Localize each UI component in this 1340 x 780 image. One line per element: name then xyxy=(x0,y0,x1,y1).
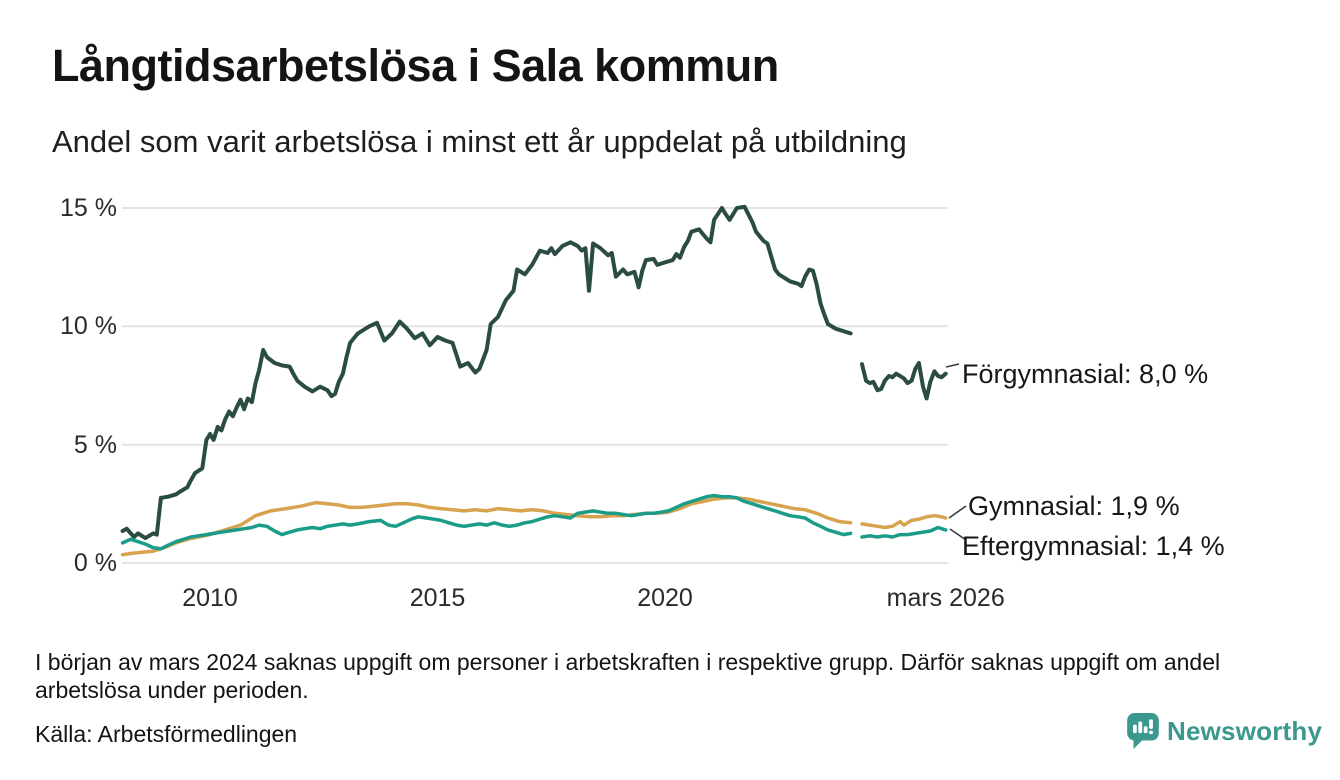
series-line-förgymnasial xyxy=(120,204,948,541)
series-label-forgymnasial: Förgymnasial: 8,0 % xyxy=(962,359,1209,389)
y-axis-tick-label: 0 % xyxy=(73,549,117,577)
x-axis-tick-label: mars 2026 xyxy=(886,584,1005,612)
label-connector xyxy=(945,363,960,368)
x-axis-tick-label: 2010 xyxy=(182,584,238,612)
newsworthy-icon xyxy=(1127,713,1159,749)
y-axis-tick-label: 10 % xyxy=(60,312,117,341)
label-connector xyxy=(949,528,967,541)
label-connector xyxy=(948,505,967,519)
x-axis-tick-label: 2015 xyxy=(409,584,466,612)
chart-subtitle: Andel som varit arbetslösa i minst ett å… xyxy=(52,124,907,159)
y-axis-tick-label: 5 % xyxy=(73,430,117,459)
series-line-eftergymnasial xyxy=(120,493,948,551)
chart-title: Långtidsarbetslösa i Sala kommun xyxy=(52,40,779,91)
series-label-eftergymnasial: Eftergymnasial: 1,4 % xyxy=(962,531,1225,561)
source-label: Källa: Arbetsförmedlingen xyxy=(35,721,298,747)
series-label-gymnasial: Gymnasial: 1,9 % xyxy=(968,491,1180,521)
y-axis-tick-label: 15 % xyxy=(60,193,117,222)
footnote-text: I början av mars 2024 saknas uppgift om … xyxy=(35,649,1221,703)
brand-name: Newsworthy xyxy=(1167,715,1323,746)
newsworthy-logo: Newsworthy xyxy=(1126,712,1322,750)
x-axis-tick-label: 2020 xyxy=(637,584,693,612)
